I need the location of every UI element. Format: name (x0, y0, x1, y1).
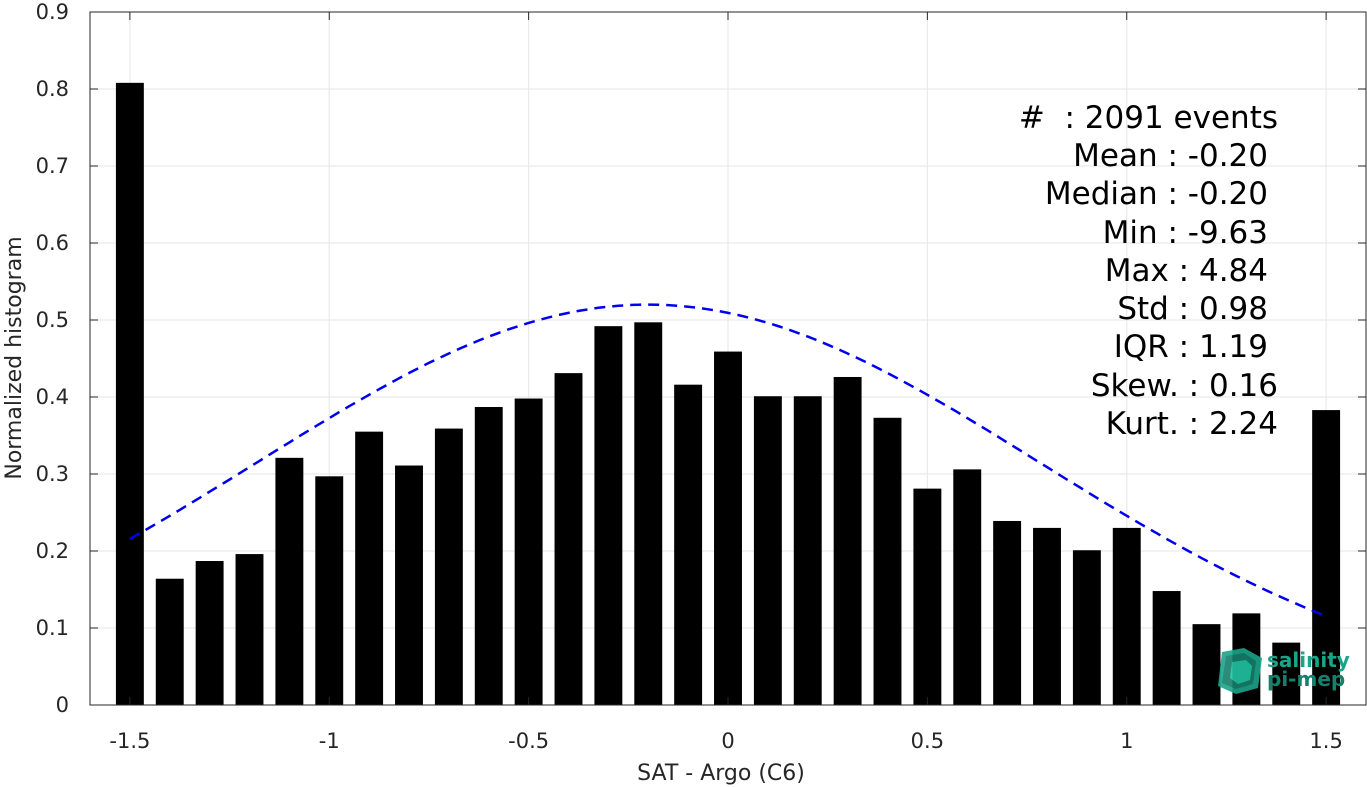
histogram-bar (1312, 410, 1341, 705)
histogram-bar (434, 428, 463, 705)
x-tick-label: -1.5 (109, 729, 150, 753)
stat-events: # : 2091 events (1019, 100, 1278, 136)
x-axis-title: SAT - Argo (C6) (637, 761, 805, 786)
x-tick-label: 0 (721, 729, 734, 753)
bars (115, 82, 1341, 706)
axis-ticks (90, 11, 1366, 706)
histogram-bar (873, 417, 902, 705)
logo-text-pimep: pi-mep (1267, 667, 1345, 691)
histogram-bar (674, 384, 703, 705)
stat-kurt: Kurt. : 2.24 (1106, 406, 1278, 442)
histogram-bar (1072, 550, 1101, 705)
histogram-bar (514, 398, 543, 705)
y-axis-title: Normalized histogram (2, 236, 27, 479)
histogram-bar (474, 407, 503, 705)
salinity-pimep-logo: salinity pi-mep (1218, 648, 1350, 694)
histogram-bar (753, 396, 782, 705)
stat-std: Std : 0.98 (1117, 291, 1268, 327)
histogram-bar (833, 376, 862, 705)
y-tick-label: 0 (56, 693, 69, 717)
histogram-bar (714, 351, 742, 705)
histogram-bar (155, 578, 184, 705)
stat-min: Min : -9.63 (1103, 215, 1268, 251)
y-tick-label: 0.4 (36, 385, 69, 409)
histogram-bar (115, 82, 144, 706)
histogram-bar (395, 465, 423, 705)
x-tick-label: -1 (319, 729, 340, 753)
y-tick-label: 0.6 (36, 231, 69, 255)
histogram-bar (1272, 642, 1301, 705)
stat-max: Max : 4.84 (1105, 253, 1268, 289)
x-tick-label: 0.5 (911, 729, 944, 753)
x-tick-label: 1 (1120, 729, 1133, 753)
statistics-annotation: # : 2091 events Mean : -0.20 Median : -0… (1019, 100, 1278, 442)
stat-mean: Mean : -0.20 (1073, 138, 1268, 174)
histogram-bar (1033, 527, 1061, 705)
y-tick-label: 0.8 (36, 77, 69, 101)
y-tick-label: 0.7 (36, 154, 69, 178)
y-tick-label: 0.5 (36, 308, 69, 332)
x-tick-label: 1.5 (1309, 729, 1342, 753)
gaussian-fit-curve (129, 303, 1327, 618)
logo-cube-icon (1218, 648, 1262, 694)
histogram-bar (594, 326, 623, 705)
y-tick-label: 0.9 (36, 0, 69, 24)
histogram-bar (235, 554, 264, 705)
stat-iqr: IQR : 1.19 (1114, 329, 1268, 365)
y-tick-label: 0.3 (36, 462, 69, 486)
histogram-bar (275, 457, 304, 705)
histogram-bar (634, 322, 663, 705)
histogram-bar (554, 373, 583, 705)
histogram-bar (315, 476, 344, 705)
histogram-bar (195, 561, 224, 705)
stat-skew: Skew. : 0.16 (1091, 368, 1278, 404)
y-tick-label: 0.2 (36, 539, 69, 563)
histogram-bar (953, 469, 982, 705)
histogram-bar (913, 488, 942, 705)
y-tick-label: 0.1 (36, 616, 69, 640)
histogram-bar (355, 431, 384, 705)
histogram-bar (1152, 591, 1181, 705)
histogram-bar (993, 520, 1022, 705)
histogram-bar (793, 396, 822, 705)
x-tick-label: -0.5 (508, 729, 549, 753)
y-tick-labels: 0 0.1 0.2 0.3 0.4 0.5 0.6 0.7 0.8 0.9 (36, 0, 69, 717)
histogram-bar (1192, 624, 1221, 705)
histogram-bar (1112, 527, 1141, 705)
logo-text-salinity: salinity (1267, 648, 1350, 672)
x-tick-labels: -1.5 -1 -0.5 0 0.5 1 1.5 (109, 729, 1342, 753)
stat-median: Median : -0.20 (1045, 176, 1268, 212)
